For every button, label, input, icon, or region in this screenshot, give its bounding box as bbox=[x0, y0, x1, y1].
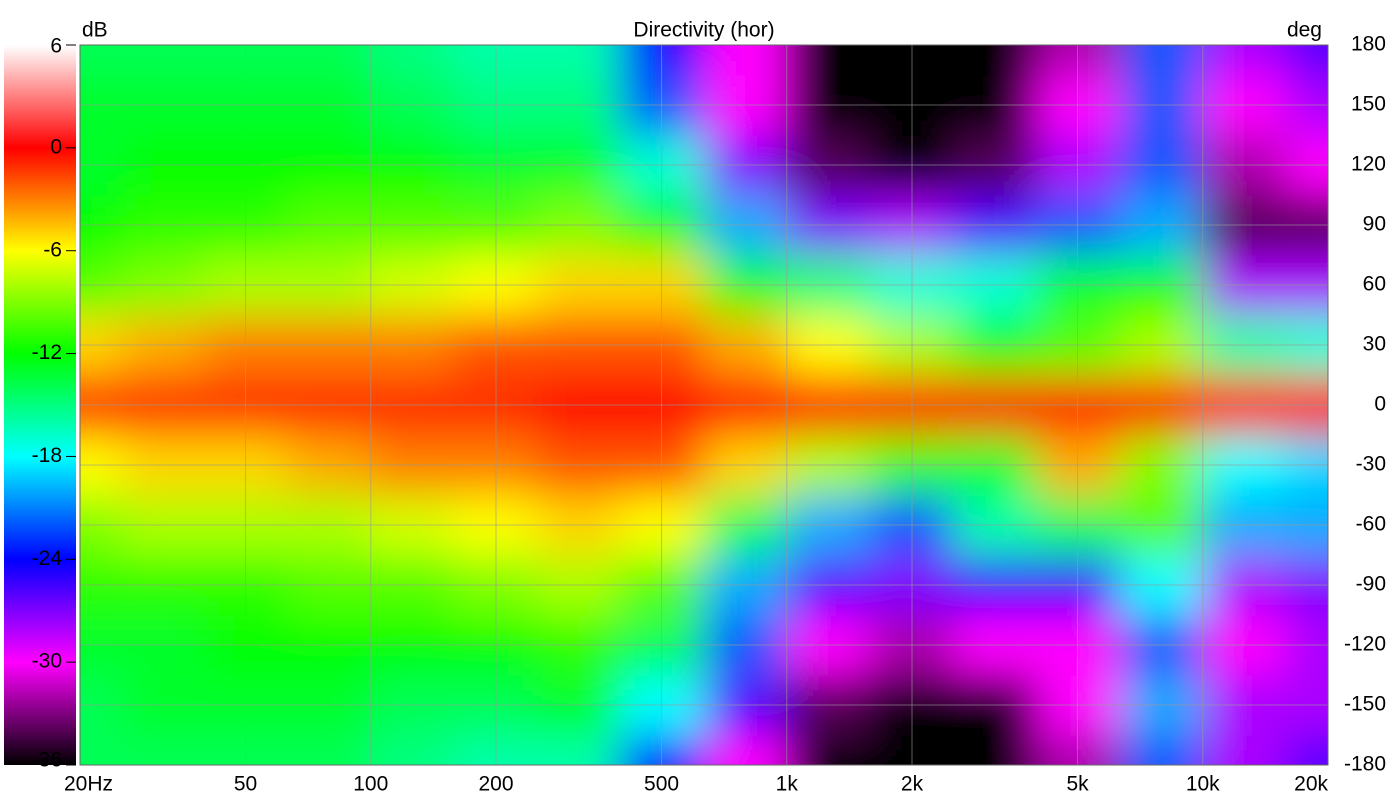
y-tick-label: 150 bbox=[1351, 93, 1386, 116]
heatmap-cell bbox=[203, 45, 289, 76]
heatmap-cell bbox=[953, 45, 1037, 76]
x-tick-label: 2k bbox=[901, 773, 924, 796]
heatmap-cell bbox=[121, 735, 205, 765]
heatmap-cell bbox=[953, 735, 1037, 765]
heatmap-cell bbox=[203, 735, 289, 765]
heatmap-cell bbox=[370, 45, 455, 76]
heatmap-cell bbox=[704, 735, 788, 765]
y-tick-label: 60 bbox=[1363, 273, 1386, 296]
x-tick-label: 100 bbox=[353, 773, 388, 796]
plot-frame bbox=[79, 44, 1329, 766]
heatmap-cell bbox=[288, 45, 372, 76]
heatmap-cell bbox=[1285, 45, 1328, 76]
heatmap-cell bbox=[1202, 45, 1287, 76]
heatmap-cell bbox=[1120, 735, 1204, 765]
y-tick-label: -60 bbox=[1356, 513, 1386, 536]
x-tick-label: 500 bbox=[644, 773, 679, 796]
x-tick-label: 5k bbox=[1066, 773, 1089, 796]
y-tick-label: 180 bbox=[1351, 33, 1386, 56]
heatmap-cell bbox=[370, 735, 455, 765]
heatmap-cell bbox=[537, 45, 621, 76]
heatmap-cell bbox=[704, 45, 788, 76]
chart-title: Directivity (hor) bbox=[633, 19, 774, 42]
heatmap-cell bbox=[80, 735, 122, 765]
colorbar-tick-label: -24 bbox=[32, 547, 63, 570]
colorbar-tick-label: 6 bbox=[50, 35, 62, 58]
colorbar bbox=[4, 45, 76, 765]
heatmap-cell bbox=[1035, 735, 1121, 765]
colorbar-tick-label: -36 bbox=[32, 749, 62, 772]
y-tick-label: 90 bbox=[1363, 213, 1386, 236]
heatmap-cell bbox=[786, 45, 871, 76]
heatmap-cell bbox=[619, 735, 705, 765]
y-tick-label: -180 bbox=[1344, 753, 1386, 776]
y-tick-label: -30 bbox=[1356, 453, 1386, 476]
colorbar-tick-label: 0 bbox=[50, 135, 62, 158]
colorbar-tick-label: -12 bbox=[32, 341, 62, 364]
x-tick-label: 1k bbox=[776, 773, 799, 796]
heatmap-cell bbox=[288, 735, 372, 765]
heatmap-cell bbox=[1120, 45, 1204, 76]
y-tick-label: -150 bbox=[1344, 693, 1386, 716]
y-tick-label: -120 bbox=[1344, 633, 1386, 656]
colorbar-tick-label: -6 bbox=[43, 238, 62, 261]
grid bbox=[79, 44, 1329, 766]
x-tick-label: 10k bbox=[1186, 773, 1220, 796]
heatmap-cell bbox=[121, 45, 205, 76]
heatmap-cell bbox=[786, 735, 871, 765]
colorbar-label: dB bbox=[82, 19, 108, 42]
x-tick-label: 20Hz bbox=[64, 773, 113, 796]
colorbar-tick-label: -30 bbox=[32, 650, 62, 673]
heatmap-cell bbox=[1035, 45, 1121, 76]
y-tick-label: 0 bbox=[1374, 393, 1386, 416]
heatmap-cell bbox=[537, 735, 621, 765]
x-tick-label: 200 bbox=[478, 773, 513, 796]
y-tick-label: 120 bbox=[1351, 153, 1386, 176]
y-tick-label: 30 bbox=[1363, 333, 1386, 356]
colorbar-tick-label: -18 bbox=[32, 444, 62, 467]
y-axis-label: deg bbox=[1287, 19, 1322, 42]
heatmap bbox=[80, 45, 1328, 765]
y-tick-label: -90 bbox=[1356, 573, 1386, 596]
x-tick-label: 20k bbox=[1294, 773, 1328, 796]
x-tick-label: 50 bbox=[234, 773, 257, 796]
heatmap-cell bbox=[80, 45, 122, 76]
heatmap-cell bbox=[1202, 735, 1287, 765]
heatmap-cell bbox=[619, 45, 705, 76]
plot bbox=[80, 45, 1328, 765]
heatmap-cell bbox=[1285, 735, 1328, 765]
